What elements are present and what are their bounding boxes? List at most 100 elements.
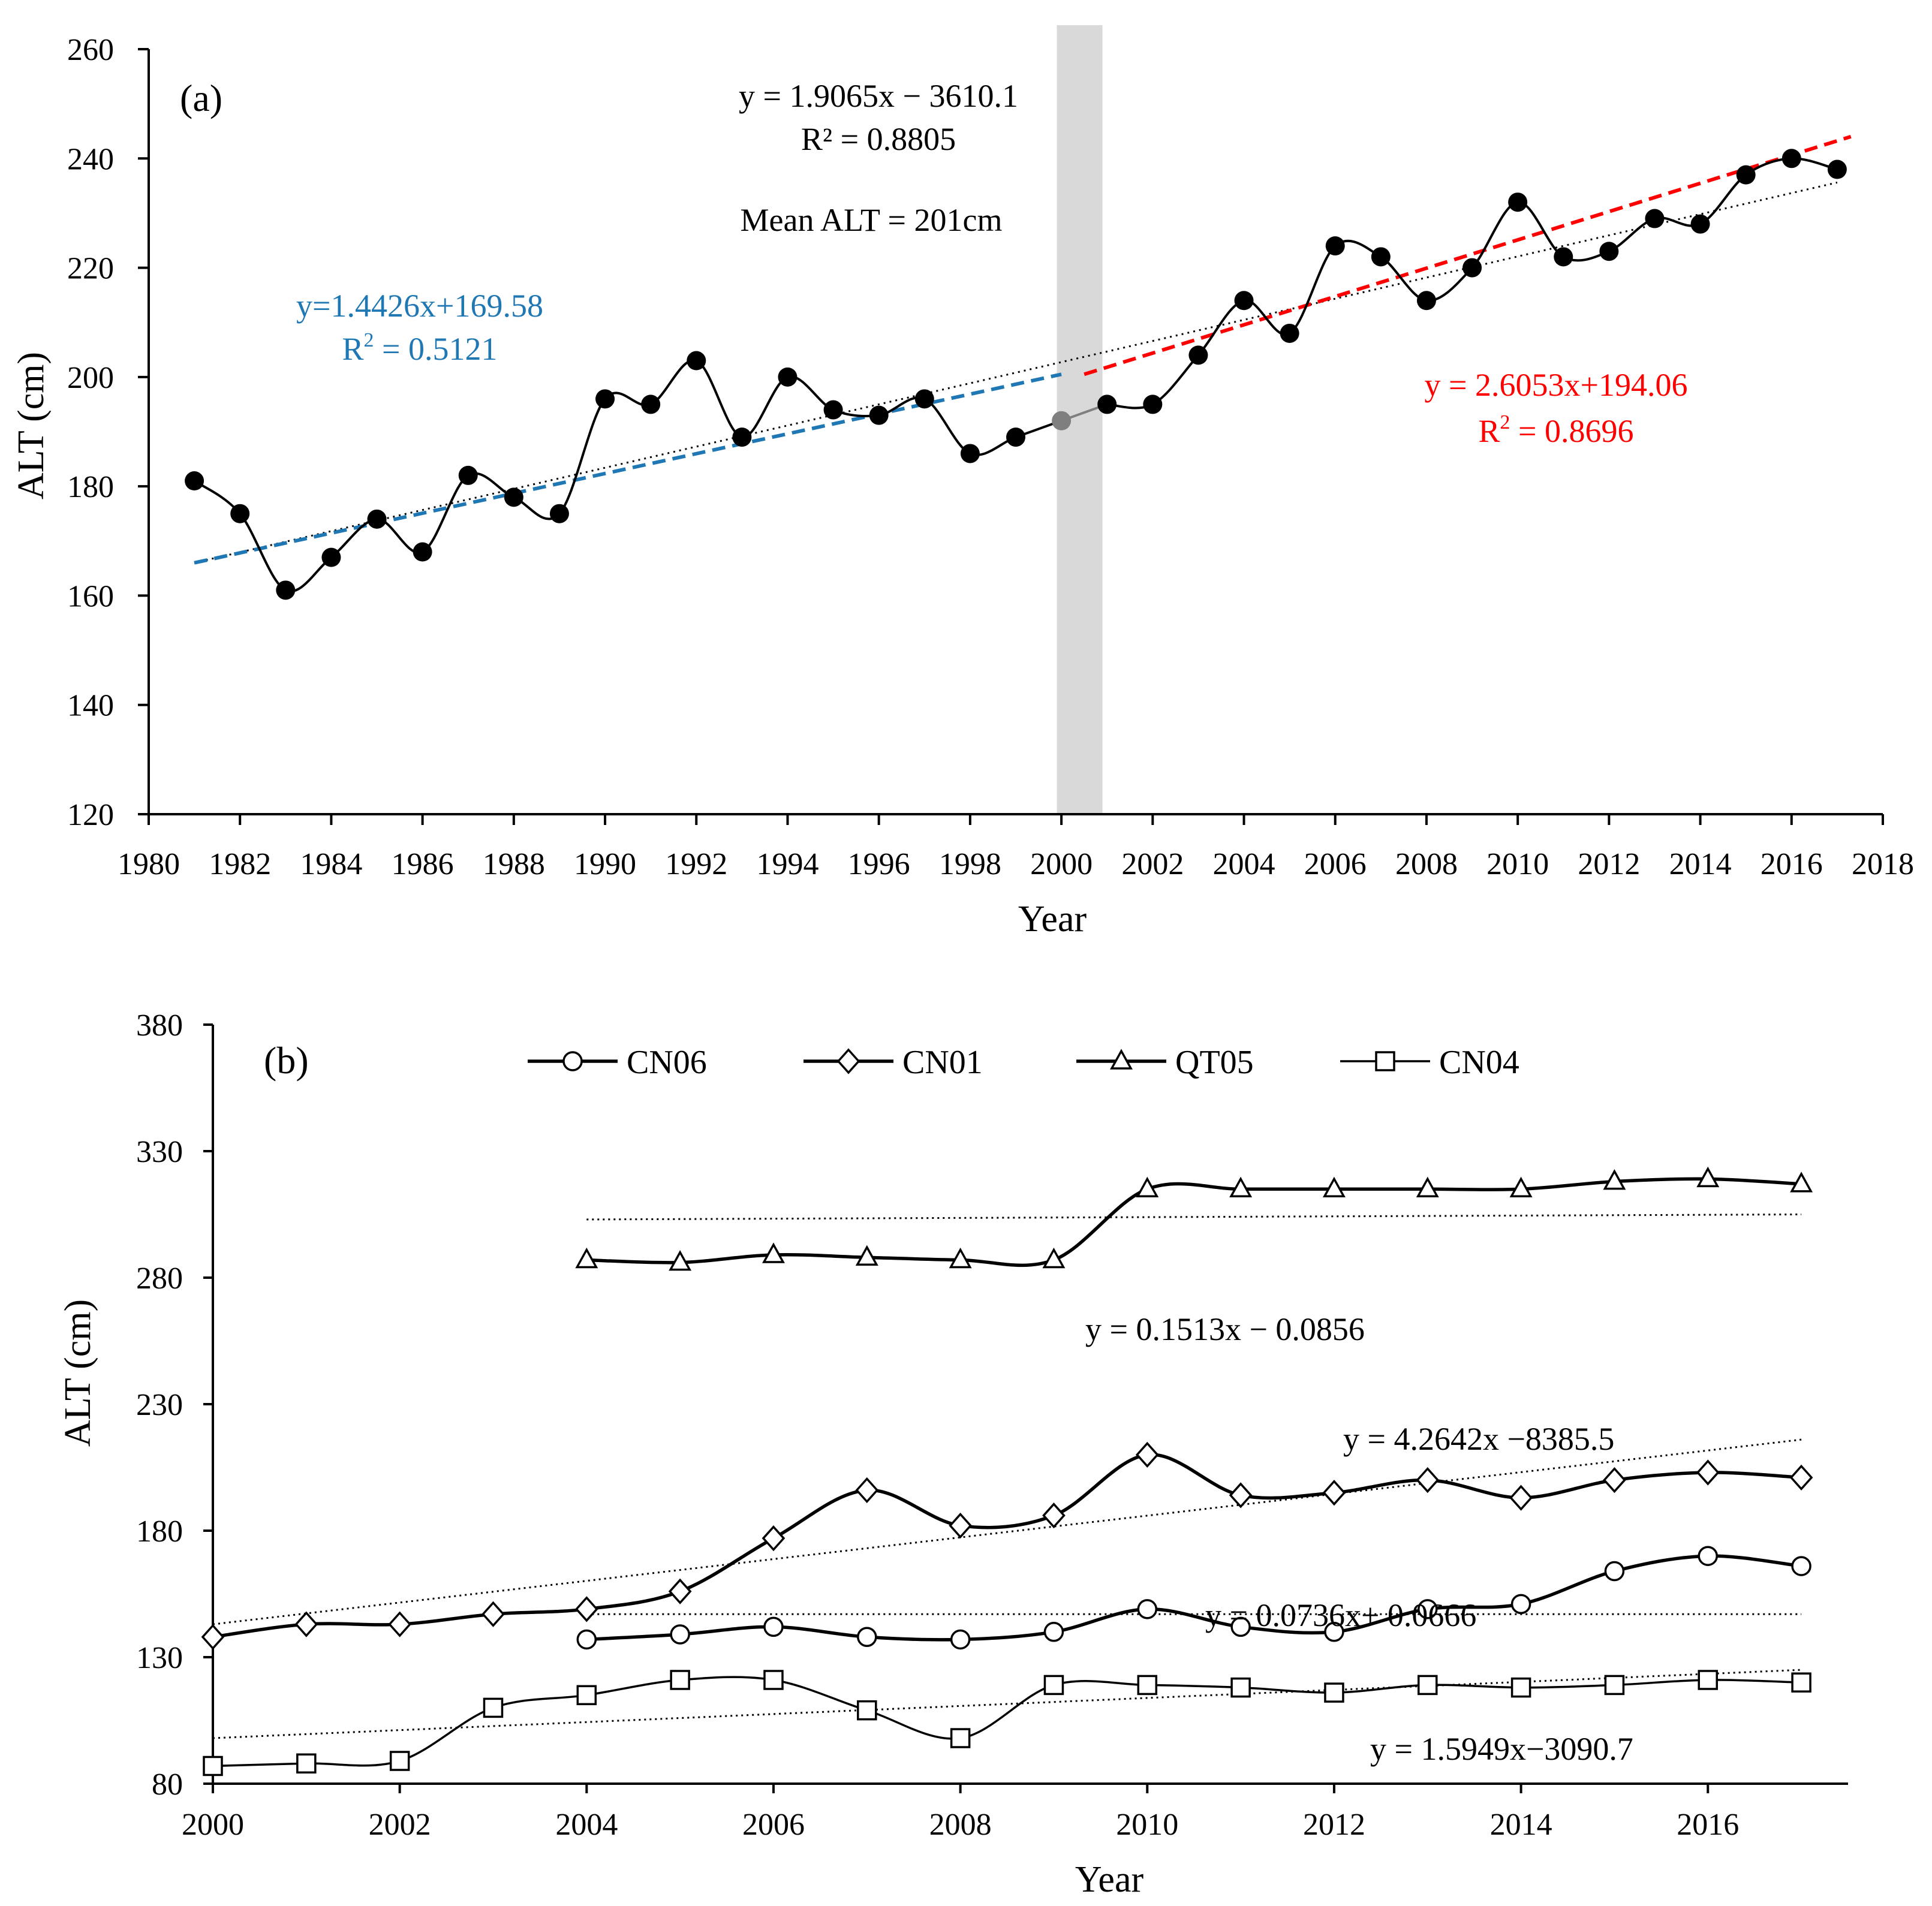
point-cn06-2009 (1043, 1622, 1064, 1642)
alt-point-1994 (778, 367, 798, 387)
x-tick-label: 2004 (555, 1808, 618, 1842)
point-cn01-2007 (855, 1477, 879, 1504)
point-cn01-2004 (574, 1596, 598, 1622)
red-r2-value: = 0.8696 (1510, 413, 1634, 449)
y-tick-label: 330 (136, 1135, 183, 1169)
alt-point-2011 (1554, 247, 1573, 267)
alt-point-2000 (1052, 411, 1072, 430)
blue-r2-prefix: R (342, 331, 364, 367)
point-qt05-2008 (949, 1247, 972, 1269)
point-qt05-2014 (1509, 1176, 1533, 1198)
overall-r2: R² = 0.8805 (801, 121, 956, 157)
legend-marker-cn06 (562, 1051, 583, 1071)
point-qt05-2010 (1136, 1176, 1159, 1198)
point-cn04-2015 (1604, 1675, 1625, 1696)
point-cn06-2014 (1510, 1594, 1531, 1615)
point-cn01-2017 (1789, 1464, 1813, 1491)
x-tick-label: 2014 (1669, 847, 1732, 881)
alt-point-2005 (1280, 323, 1299, 343)
x-tick-label: 1982 (209, 847, 271, 881)
alt-point-2004 (1234, 291, 1254, 311)
x-tick-label: 2006 (742, 1808, 805, 1842)
x-tick-label: 1984 (300, 847, 362, 881)
alt-point-2009 (1462, 258, 1482, 278)
point-cn01-2008 (949, 1512, 972, 1539)
y-tick-label: 160 (67, 579, 114, 613)
x-tick-label: 2000 (1030, 847, 1093, 881)
x-tick-label: 1996 (848, 847, 910, 881)
point-qt05-2016 (1696, 1166, 1720, 1188)
panel-b-axes: 80 130 180 230 280 330 380 2000 2002 2004 2006 2008… (136, 1008, 1848, 1842)
panel-b-chart: 80 130 180 230 280 330 380 2000 2002 2004 2006 2008… (58, 1008, 1848, 1900)
x-tick-label: 2002 (1121, 847, 1184, 881)
point-cn01-2002 (388, 1611, 412, 1637)
point-qt05-2013 (1416, 1176, 1439, 1198)
point-cn01-2016 (1696, 1459, 1720, 1486)
y-tick-label: 260 (67, 33, 114, 67)
legend-label-cn06: CN06 (627, 1044, 707, 1081)
point-qt05-2012 (1322, 1176, 1346, 1198)
point-cn01-2010 (1135, 1441, 1159, 1468)
y-tick-label: 120 (67, 798, 114, 832)
alt-point-1988 (504, 487, 523, 507)
point-cn04-2005 (670, 1670, 690, 1690)
x-tick-label: 1986 (392, 847, 454, 881)
alt-point-2006 (1325, 236, 1345, 256)
alt-point-1997 (914, 389, 934, 409)
blue-r2-value: = 0.5121 (374, 331, 498, 367)
x-tick-label: 2006 (1304, 847, 1367, 881)
red-r2-prefix: R (1479, 413, 1500, 449)
point-cn01-2014 (1509, 1485, 1533, 1511)
x-tick-label: 2008 (929, 1808, 992, 1842)
alt-point-2001 (1097, 395, 1117, 414)
alt-point-1998 (960, 444, 980, 463)
x-tick-label: 2008 (1395, 847, 1458, 881)
x-tick-label: 1988 (483, 847, 545, 881)
red-trend-equation: y = 2.6053x+194.06 (1425, 367, 1688, 403)
point-cn04-2014 (1510, 1677, 1531, 1698)
legend-marker-qt05 (1110, 1049, 1133, 1070)
point-cn01-2001 (294, 1611, 318, 1637)
y-tick-label: 200 (67, 361, 114, 395)
point-cn06-2015 (1604, 1561, 1625, 1582)
point-cn04-2009 (1043, 1675, 1064, 1696)
x-tick-label: 2016 (1677, 1808, 1739, 1842)
point-qt05-2007 (855, 1245, 878, 1266)
legend-label-cn01: CN01 (902, 1044, 983, 1081)
qt05-equation: y = 0.1513x − 0.0856 (1085, 1311, 1365, 1347)
point-cn04-2001 (296, 1753, 317, 1773)
point-cn06-2006 (763, 1616, 784, 1637)
y-tick-label: 380 (136, 1008, 183, 1043)
legend-marker-cn04 (1375, 1051, 1395, 1071)
point-cn04-2012 (1324, 1682, 1344, 1703)
point-cn01-2006 (762, 1525, 786, 1552)
trendline-cn04 (212, 1669, 1802, 1739)
alt-line-1981-2000 (193, 359, 1062, 593)
y-tick-label: 80 (152, 1768, 183, 1802)
panel-a-xlabel: Year (1018, 899, 1087, 940)
point-cn01-2003 (482, 1601, 505, 1627)
x-tick-label: 2012 (1303, 1808, 1365, 1842)
point-cn04-2002 (389, 1751, 410, 1771)
y-tick-label: 220 (67, 252, 114, 286)
alt-point-2015 (1736, 165, 1756, 185)
alt-point-1981 (185, 471, 204, 491)
cn06-equation: y = 0.0736x+ 0.0666 (1205, 1597, 1476, 1633)
point-cn04-2000 (203, 1756, 223, 1776)
x-tick-label: 2016 (1761, 847, 1823, 881)
red-trend-r2: R2 = 0.8696 (1479, 411, 1634, 449)
alt-point-2017 (1827, 159, 1847, 179)
alt-point-2008 (1416, 291, 1436, 311)
legend-label-cn04: CN04 (1439, 1044, 1519, 1081)
y-tick-label: 230 (136, 1388, 183, 1422)
panel-a-chart: 120 140 160 180 200 220 240 260 1980 1982 1984 1986… (11, 25, 1914, 940)
alt-point-1987 (458, 465, 478, 485)
point-cn04-2013 (1418, 1675, 1438, 1696)
blue-trend-equation: y=1.4426x+169.58 (296, 288, 543, 324)
x-tick-label: 2010 (1486, 847, 1549, 881)
alt-point-1992 (687, 351, 706, 371)
alt-point-1990 (595, 389, 615, 409)
alt-point-1993 (732, 427, 752, 447)
point-cn04-2017 (1791, 1672, 1811, 1693)
